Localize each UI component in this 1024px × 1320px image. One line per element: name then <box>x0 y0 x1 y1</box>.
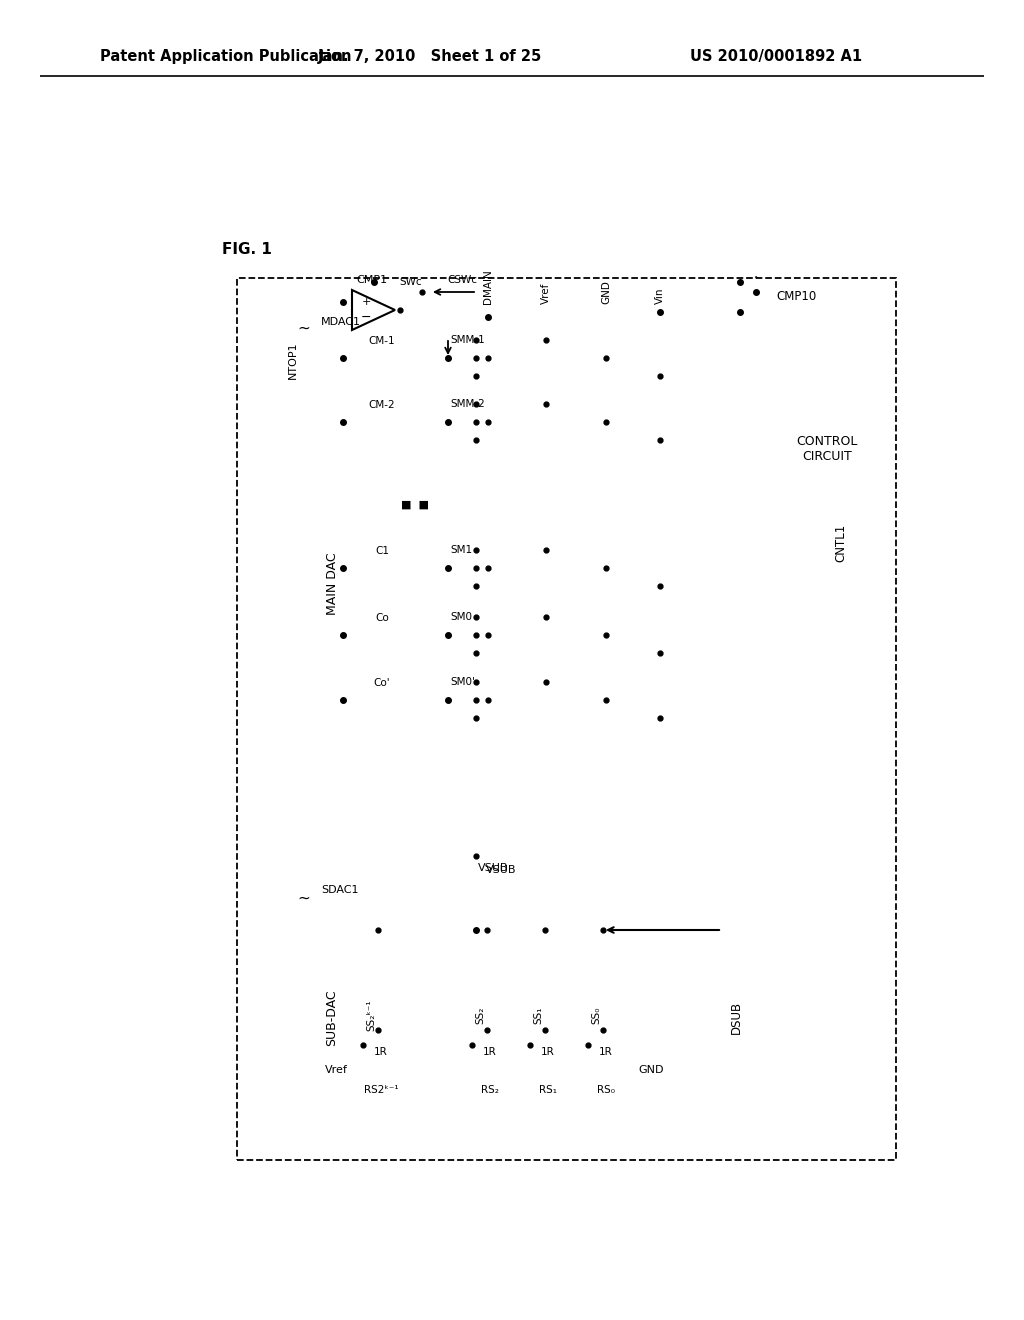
Bar <box>530 1063 566 1078</box>
Text: Vref: Vref <box>541 282 551 304</box>
Text: SMM-2: SMM-2 <box>450 399 484 409</box>
Text: NTOP1: NTOP1 <box>288 341 298 379</box>
Text: VSUB: VSUB <box>486 865 517 875</box>
Polygon shape <box>352 290 395 330</box>
Text: MDAC1: MDAC1 <box>321 317 361 327</box>
Text: RS₂: RS₂ <box>481 1085 499 1096</box>
Text: Vref: Vref <box>326 1065 348 1074</box>
Text: CNTL1: CNTL1 <box>835 524 848 562</box>
Bar <box>318 312 730 855</box>
Text: DMAIN: DMAIN <box>483 269 493 304</box>
Text: CM-2: CM-2 <box>369 400 395 411</box>
Bar <box>588 1063 624 1078</box>
Text: DSUB: DSUB <box>729 1001 742 1034</box>
Text: GND: GND <box>601 280 611 304</box>
Text: SUB-DAC: SUB-DAC <box>326 989 339 1045</box>
Bar <box>237 279 896 1160</box>
Text: SDAC1: SDAC1 <box>321 884 358 895</box>
Text: 1R: 1R <box>541 1047 555 1057</box>
Text: SM0': SM0' <box>450 677 475 686</box>
Text: CSWc: CSWc <box>447 275 477 285</box>
Text: SS₁: SS₁ <box>534 1006 543 1024</box>
Text: RS₁: RS₁ <box>539 1085 557 1096</box>
Text: +: + <box>361 297 371 308</box>
Bar <box>768 405 886 492</box>
Text: Co: Co <box>375 612 389 623</box>
Text: Patent Application Publication: Patent Application Publication <box>100 49 351 65</box>
Text: ■  ■: ■ ■ <box>401 500 429 510</box>
Text: SS₂: SS₂ <box>475 1006 485 1024</box>
Text: CMP10: CMP10 <box>776 289 816 302</box>
Bar <box>472 1063 508 1078</box>
Text: RS₀: RS₀ <box>597 1085 615 1096</box>
Text: Jan. 7, 2010   Sheet 1 of 25: Jan. 7, 2010 Sheet 1 of 25 <box>317 49 542 65</box>
Text: CONTROL
CIRCUIT: CONTROL CIRCUIT <box>797 436 858 463</box>
Text: −: − <box>360 310 372 323</box>
Text: RS2ᵏ⁻¹: RS2ᵏ⁻¹ <box>364 1085 398 1096</box>
Bar <box>362 1063 399 1078</box>
Text: 1R: 1R <box>483 1047 497 1057</box>
Text: US 2010/0001892 A1: US 2010/0001892 A1 <box>690 49 862 65</box>
Text: GND: GND <box>638 1065 664 1074</box>
Text: SMM-1: SMM-1 <box>450 335 484 345</box>
Text: C1: C1 <box>375 546 389 556</box>
Text: ~: ~ <box>298 321 310 335</box>
Text: VSUB: VSUB <box>478 863 509 873</box>
Text: CMP1: CMP1 <box>356 275 387 285</box>
Text: SS₂ᵏ⁻¹: SS₂ᵏ⁻¹ <box>366 999 376 1031</box>
Text: 1R: 1R <box>374 1047 388 1057</box>
Bar <box>318 880 730 1155</box>
Text: ~: ~ <box>298 891 310 906</box>
Text: Co': Co' <box>374 678 390 688</box>
Text: FIG. 1: FIG. 1 <box>222 243 272 257</box>
Text: SM1: SM1 <box>450 545 472 554</box>
Text: Vin: Vin <box>655 288 665 304</box>
Text: MAIN DAC: MAIN DAC <box>326 553 339 615</box>
Text: CM-1: CM-1 <box>369 337 395 346</box>
Text: SM0: SM0 <box>450 612 472 622</box>
Text: 1R: 1R <box>599 1047 613 1057</box>
Text: SWc: SWc <box>399 277 422 286</box>
Text: SS₀: SS₀ <box>591 1006 601 1024</box>
